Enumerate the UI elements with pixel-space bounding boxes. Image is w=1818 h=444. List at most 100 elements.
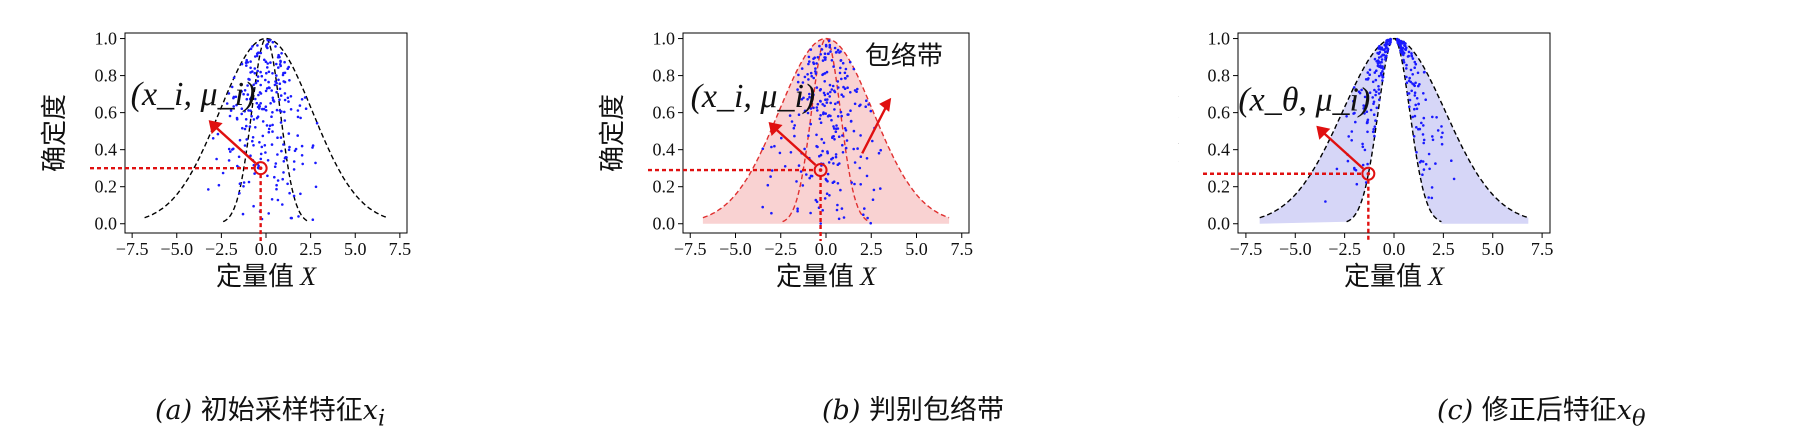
- chart-0-point: [243, 89, 247, 92]
- chart-2-point: [1411, 115, 1414, 119]
- chart-1-point: [823, 197, 827, 200]
- chart-1-point: [819, 53, 822, 56]
- chart-2-svg: −7.5 −5.0 −2.5 0.0 2.5 5.0 7.5 0.0 0.2 0.4 0.6 0.8 1…: [1178, 29, 1553, 292]
- chart-1-point: [852, 129, 856, 133]
- chart-0-point: [231, 148, 234, 151]
- chart-0-point: [273, 165, 277, 168]
- chart-1-point: [834, 130, 838, 133]
- chart-2-xlabel-text: 定量值: [1344, 262, 1422, 292]
- chart-0-point: [311, 218, 315, 221]
- chart-0-point: [287, 148, 291, 152]
- chart-1-point: [823, 93, 827, 97]
- chart-0-annot-arrowhead: [208, 120, 223, 135]
- chart-1-point: [844, 129, 848, 132]
- chart-0-point: [243, 127, 247, 131]
- chart-1-point: [849, 91, 852, 94]
- chart-0-point: [251, 87, 255, 90]
- chart-2-point: [1408, 98, 1412, 102]
- chart-1-point: [836, 115, 840, 118]
- chart-1-point: [844, 67, 848, 71]
- chart-1-point: [796, 209, 799, 213]
- chart-2-point: [1347, 135, 1350, 138]
- chart-1-point: [827, 52, 830, 55]
- chart-0-point: [242, 181, 246, 184]
- chart-1-point: [823, 80, 826, 83]
- chart-2-point: [1384, 58, 1387, 61]
- chart-1-point: [809, 48, 813, 51]
- chart-1-point: [838, 51, 841, 54]
- chart-2-point: [1368, 73, 1371, 76]
- chart-0-point: [225, 102, 229, 105]
- chart-2-point: [1363, 112, 1366, 115]
- chart-1-point: [829, 90, 832, 94]
- chart-1-point: [849, 120, 853, 123]
- chart-2-point: [1440, 125, 1443, 128]
- chart-0-point: [264, 151, 267, 154]
- chart-2-point: [1371, 130, 1375, 134]
- chart-1-point: [815, 133, 818, 137]
- chart-2-point: [1380, 55, 1383, 58]
- chart-1-point: [853, 89, 857, 92]
- chart-2-point: [1424, 98, 1427, 101]
- chart-2-point: [1382, 48, 1386, 51]
- chart-1-point: [835, 127, 838, 130]
- chart-1-point: [815, 106, 819, 109]
- chart-1-point: [865, 157, 869, 160]
- chart-0-point: [216, 132, 220, 136]
- chart-0-point: [240, 90, 243, 93]
- chart-1-ylabel: 确定度: [598, 94, 628, 172]
- chart-1-point: [859, 134, 862, 137]
- chart-0-point: [250, 114, 253, 118]
- chart-0-point: [251, 136, 255, 139]
- chart-1-point: [825, 101, 829, 104]
- chart-2-point: [1377, 85, 1380, 88]
- chart-2-point: [1417, 102, 1420, 106]
- chart-1-point: [831, 84, 835, 88]
- chart-0-point: [275, 183, 278, 187]
- chart-0-point: [275, 74, 278, 77]
- chart-1-point: [877, 151, 881, 155]
- chart-1-xlabel-var: X: [859, 262, 877, 291]
- caption-c-label: (c): [1437, 395, 1474, 426]
- chart-2-point: [1409, 68, 1413, 72]
- chart-2-point: [1377, 92, 1381, 95]
- chart-1-point: [801, 81, 805, 84]
- chart-0-point: [232, 95, 236, 99]
- chart-0-point: [279, 59, 282, 63]
- chart-2-point: [1422, 92, 1425, 95]
- chart-1-point: [836, 80, 840, 83]
- chart-2-point: [1440, 135, 1443, 139]
- chart-0-point: [275, 187, 278, 191]
- chart-1-point: [832, 65, 835, 68]
- chart-1-point: [859, 183, 862, 186]
- chart-0-xtick-label: −5.0: [160, 239, 193, 259]
- chart-0-xlabel-text: 定量值: [216, 262, 294, 292]
- chart-0-point: [229, 109, 233, 112]
- chart-1-point: [844, 146, 848, 150]
- chart-0-point: [276, 136, 279, 139]
- chart-1-point: [833, 90, 837, 94]
- chart-2-point: [1434, 162, 1437, 165]
- chart-2-point: [1431, 138, 1435, 142]
- chart-0-point: [252, 144, 255, 147]
- chart-1-point: [836, 101, 840, 104]
- chart-1-point: [798, 91, 802, 94]
- chart-1-point: [838, 162, 841, 165]
- chart-0-point: [275, 108, 279, 112]
- chart-0-point: [300, 98, 304, 101]
- chart-0-point: [253, 172, 256, 175]
- chart-2-point: [1377, 74, 1381, 78]
- chart-1-point: [841, 134, 844, 137]
- chart-1-point: [802, 96, 805, 100]
- chart-0-point: [249, 109, 252, 112]
- chart-0-point: [253, 67, 257, 70]
- chart-2-point: [1324, 200, 1327, 203]
- chart-2-point: [1378, 50, 1382, 54]
- chart-1-point: [820, 48, 824, 51]
- chart-0-point: [283, 92, 287, 95]
- chart-1-point: [840, 114, 843, 118]
- chart-2-ytick-label: 0.6: [1208, 103, 1231, 123]
- chart-0-point: [271, 111, 274, 114]
- chart-1-inner-curve: [782, 37, 870, 223]
- chart-1-point: [818, 117, 822, 121]
